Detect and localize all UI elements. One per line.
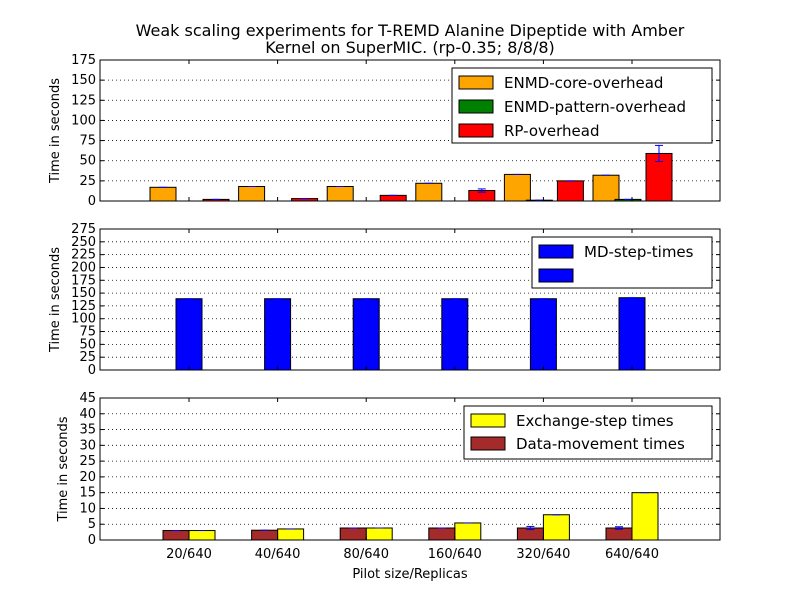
bar-enmd-core-overhead-5 xyxy=(592,174,620,202)
y-tick-label: 200 xyxy=(71,260,96,275)
y-tick-label: 0 xyxy=(88,194,96,209)
x-tick-label: 320/640 xyxy=(516,547,570,562)
y-tick-label: 25 xyxy=(79,174,96,189)
bar-md-step-times-5 xyxy=(618,297,646,371)
y-tick-label: 75 xyxy=(79,134,96,149)
y-tick-label: 30 xyxy=(79,438,96,453)
y-tick-label: 175 xyxy=(71,53,96,68)
y-tick-label: 5 xyxy=(88,517,96,532)
legend-label: Exchange-step times xyxy=(516,412,674,430)
y-tick-label: 15 xyxy=(79,486,96,501)
bar-enmd-core-overhead-4 xyxy=(503,173,531,202)
bar-exchange-step-times-4 xyxy=(542,514,570,541)
bar-md-step-times-3 xyxy=(441,298,469,371)
bar-data-movement-times-0 xyxy=(162,530,190,541)
x-tick-label: 80/640 xyxy=(343,547,389,562)
legend-label: ENMD-core-overhead xyxy=(504,74,663,92)
y-tick-label: 35 xyxy=(79,423,96,438)
bar-data-movement-times-1 xyxy=(251,529,279,541)
bar-rp-overhead-4 xyxy=(556,180,584,202)
bar-md-step-times-0 xyxy=(175,298,203,371)
bar-enmd-core-overhead-2 xyxy=(326,185,354,202)
legend-swatch xyxy=(538,244,574,259)
y-tick-label: 125 xyxy=(71,299,96,314)
chart-title-line-2: Kernel on SuperMIC. (rp-0.35; 8/8/8) xyxy=(265,38,555,57)
y-tick-label: 0 xyxy=(88,363,96,378)
y-tick-label: 45 xyxy=(79,391,96,406)
plot-frame-2 xyxy=(99,397,721,541)
y-tick-label: 125 xyxy=(71,93,96,108)
legend-swatch xyxy=(470,436,506,451)
y-tick-label: 10 xyxy=(79,501,96,516)
bar-data-movement-times-2 xyxy=(339,527,367,541)
y-tick-label: 225 xyxy=(71,248,96,263)
x-tick-label: 40/640 xyxy=(255,547,301,562)
y-tick-label: 100 xyxy=(71,113,96,128)
x-tick-label: 640/640 xyxy=(605,547,659,562)
y-tick-label: 40 xyxy=(79,407,96,422)
x-tick-label: 160/640 xyxy=(428,547,482,562)
bar-data-movement-times-3 xyxy=(428,527,456,541)
bar-enmd-core-overhead-1 xyxy=(238,185,266,202)
bar-exchange-step-times-3 xyxy=(454,522,482,541)
legend-label: ENMD-pattern-overhead xyxy=(504,98,686,116)
y-tick-label: 25 xyxy=(79,454,96,469)
bar-md-step-times-1 xyxy=(264,298,292,371)
y-tick-label: 175 xyxy=(71,273,96,288)
legend-swatch xyxy=(458,99,494,114)
legend-swatch xyxy=(470,413,506,428)
legend-swatch xyxy=(458,75,494,90)
x-axis-label: Pilot size/Replicas xyxy=(352,567,468,582)
y-tick-label: 75 xyxy=(79,325,96,340)
bar-exchange-step-times-2 xyxy=(365,527,393,541)
legend-label: Data-movement times xyxy=(516,435,685,453)
legend-swatch xyxy=(458,123,494,138)
bar-md-step-times-4 xyxy=(529,298,557,371)
bar-exchange-step-times-5 xyxy=(631,492,659,541)
bar-enmd-core-overhead-0 xyxy=(149,186,177,202)
bar-md-step-times-2 xyxy=(352,298,380,371)
legend-label: MD-step-times xyxy=(584,243,694,261)
y-tick-label: 0 xyxy=(88,533,96,548)
bar-data-movement-times-5 xyxy=(605,527,633,541)
bar-exchange-step-times-0 xyxy=(188,530,216,541)
y-tick-label: 20 xyxy=(79,470,96,485)
y-tick-label: 25 xyxy=(79,350,96,365)
y-tick-label: 100 xyxy=(71,312,96,327)
y-tick-label: 250 xyxy=(71,235,96,250)
bar-exchange-step-times-1 xyxy=(277,528,305,541)
y-axis-label: Time in seconds xyxy=(48,78,63,184)
chart-title-line-1: Weak scaling experiments for T-REMD Alan… xyxy=(136,21,685,40)
plot-frame-1 xyxy=(99,228,721,371)
legend-swatch xyxy=(538,268,574,283)
y-tick-label: 275 xyxy=(71,222,96,237)
y-axis-label: Time in seconds xyxy=(56,416,71,522)
y-tick-label: 150 xyxy=(71,73,96,88)
bar-rp-overhead-2 xyxy=(379,194,407,202)
legend-label: RP-overhead xyxy=(504,122,599,140)
y-tick-label: 50 xyxy=(79,337,96,352)
plot-frame-0 xyxy=(99,59,721,202)
y-tick-label: 150 xyxy=(71,286,96,301)
x-tick-label: 20/640 xyxy=(166,547,212,562)
y-tick-label: 50 xyxy=(79,154,96,169)
legend-box xyxy=(451,67,713,144)
bar-enmd-core-overhead-3 xyxy=(415,182,443,202)
y-axis-label: Time in seconds xyxy=(48,247,63,353)
